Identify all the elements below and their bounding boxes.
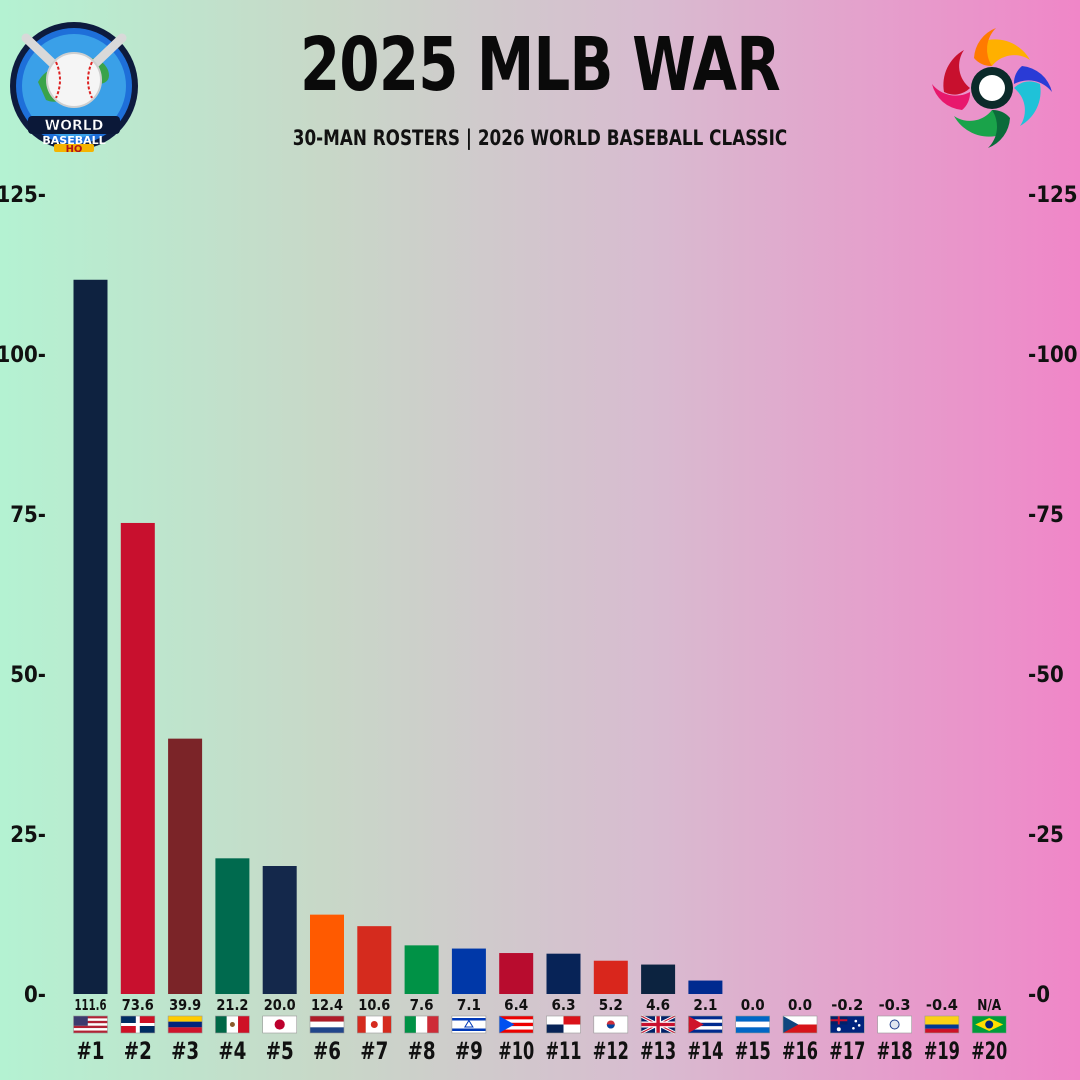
x-tick-label: #20 [971, 1037, 1007, 1065]
bar [357, 926, 392, 994]
data-label: N/A [977, 996, 1001, 1014]
x-tick-label: #11 [546, 1037, 582, 1065]
panama-flag-icon [546, 1015, 581, 1034]
x-tick-label: #19 [924, 1037, 960, 1065]
x-tick-label: #7 [360, 1037, 388, 1065]
x-tick-label: #14 [687, 1037, 723, 1065]
y-tick-label-left: 75- [10, 503, 46, 528]
x-tick-label: #3 [171, 1037, 199, 1065]
bar [546, 953, 581, 994]
brazil-flag-icon [971, 1015, 1007, 1034]
x-tick-label: #9 [455, 1037, 483, 1065]
data-label: -0.2 [831, 996, 863, 1014]
bar [641, 964, 676, 994]
data-label: 6.4 [504, 996, 528, 1014]
logo-text-baseball: BASEBALL [42, 134, 105, 147]
y-tick-label-left: 50- [10, 663, 46, 688]
canada-flag-icon [356, 1015, 392, 1034]
x-tick-label: #5 [266, 1037, 294, 1065]
y-tick-label-right: -125 [1028, 183, 1078, 208]
x-tick-label: #17 [829, 1037, 865, 1065]
colombia-flag-icon [924, 1015, 960, 1034]
data-label: 10.6 [358, 996, 390, 1014]
bar [310, 914, 344, 994]
data-label: 111.6 [75, 996, 107, 1014]
bar [73, 279, 108, 994]
bar [499, 953, 534, 994]
x-tick-label: #1 [77, 1037, 105, 1065]
netherlands-flag-icon [309, 1015, 345, 1034]
data-label: 21.2 [216, 996, 248, 1014]
south-korea-flag-icon [593, 1015, 629, 1034]
x-tick-label: #16 [782, 1037, 818, 1065]
y-tick-label-right: -0 [1028, 983, 1050, 1008]
bar [688, 980, 723, 994]
bar [168, 738, 203, 994]
y-tick-label-left: 25- [10, 823, 46, 848]
data-label: 73.6 [122, 996, 154, 1014]
logo-text-world: WORLD [45, 118, 104, 134]
bar [404, 945, 439, 994]
x-tick-label: #12 [593, 1037, 629, 1065]
bar [451, 948, 486, 994]
japan-flag-icon [262, 1015, 298, 1034]
bar [593, 960, 628, 994]
chart-title: 2025 MLB WAR [300, 22, 781, 108]
y-tick-label-left: 100- [0, 343, 46, 368]
data-label: 39.9 [169, 996, 201, 1014]
dominican-republic-flag-icon [120, 1015, 156, 1034]
data-label: 20.0 [264, 996, 296, 1014]
y-tick-label-right: -50 [1028, 663, 1064, 688]
venezuela-flag-icon [167, 1015, 203, 1034]
logo-text-hq: HQ [66, 144, 83, 152]
mexico-flag-icon [215, 1015, 250, 1034]
x-tick-label: #13 [640, 1037, 676, 1065]
y-tick-label-right: -75 [1028, 503, 1064, 528]
data-label: -0.4 [926, 996, 958, 1014]
bar [262, 866, 297, 994]
data-label: 6.3 [552, 996, 576, 1014]
chart-subtitle: 30-MAN ROSTERS | 2026 WORLD BASEBALL CLA… [292, 126, 788, 150]
x-tick-label: #2 [124, 1037, 152, 1065]
czechia-flag-icon [782, 1015, 818, 1034]
data-label: 5.2 [599, 996, 623, 1014]
data-label: -0.3 [879, 996, 911, 1014]
data-label: 0.0 [788, 996, 812, 1014]
data-label: 4.6 [646, 996, 670, 1014]
bar [215, 858, 250, 994]
chinese-taipei-flag-icon [877, 1015, 912, 1034]
nicaragua-flag-icon [735, 1015, 771, 1034]
cuba-flag-icon [688, 1015, 723, 1034]
data-label: 0.0 [741, 996, 765, 1014]
y-tick-label-left: 0- [24, 983, 46, 1008]
israel-flag-icon [451, 1015, 487, 1034]
x-tick-label: #4 [218, 1037, 246, 1065]
australia-flag-icon [829, 1015, 865, 1034]
x-tick-label: #8 [408, 1037, 436, 1065]
y-tick-label-left: 125- [0, 183, 46, 208]
great-britain-flag-icon [640, 1014, 676, 1035]
data-label: 7.1 [457, 996, 481, 1014]
x-tick-label: #10 [498, 1037, 534, 1065]
x-tick-label: #6 [313, 1037, 341, 1065]
usa-flag-icon [73, 1015, 108, 1034]
data-label: 12.4 [311, 996, 343, 1014]
x-tick-label: #18 [877, 1037, 913, 1065]
data-label: 2.1 [693, 996, 717, 1014]
data-label: 7.6 [410, 996, 434, 1014]
italy-flag-icon [404, 1015, 439, 1034]
bar [120, 522, 155, 994]
puerto-rico-flag-icon [498, 1015, 534, 1034]
world-baseball-classic-logo [930, 20, 1066, 156]
y-tick-label-right: -25 [1028, 823, 1064, 848]
x-tick-label: #15 [735, 1037, 771, 1065]
world-baseball-hq-logo: WORLD BASEBALL HQ [8, 20, 140, 155]
y-tick-label-right: -100 [1028, 343, 1078, 368]
